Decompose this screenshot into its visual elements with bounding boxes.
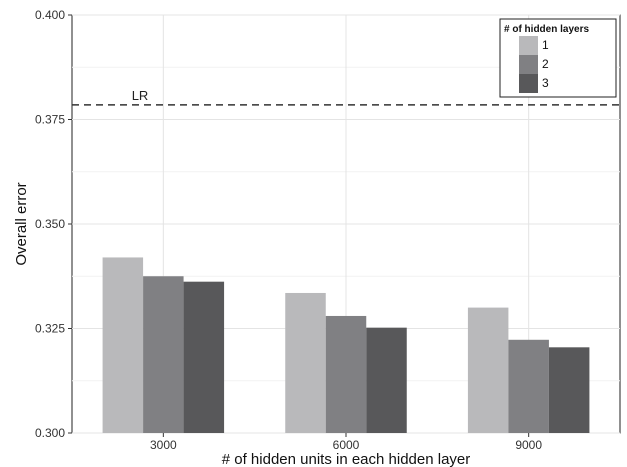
x-tick-label: 9000: [515, 438, 542, 452]
x-axis: 3000 6000 9000: [150, 433, 542, 452]
x-tick-label: 6000: [333, 438, 360, 452]
y-tick-label: 0.375: [35, 113, 65, 127]
legend-title: # of hidden layers: [504, 24, 589, 35]
x-tick-label: 3000: [150, 438, 177, 452]
x-axis-title: # of hidden units in each hidden layer: [222, 451, 471, 467]
legend-label-2: 2: [542, 57, 549, 71]
bar-9000-layers-1: [467, 307, 509, 433]
bar-3000-layers-3: [183, 281, 225, 433]
legend: # of hidden layers 1 2 3: [499, 18, 617, 98]
reference-line-group: LR: [72, 88, 620, 106]
y-tick-label: 0.350: [35, 217, 65, 231]
bar-9000-layers-2: [508, 339, 549, 433]
y-tick-label: 0.400: [35, 8, 65, 22]
bar-3000-layers-2: [143, 276, 184, 433]
legend-label-1: 1: [542, 38, 549, 52]
legend-swatch-3: [519, 74, 538, 93]
bar-9000-layers-3: [548, 347, 590, 433]
bar-6000-layers-3: [366, 327, 407, 433]
lr-reference-label: LR: [132, 88, 149, 103]
y-tick-label: 0.300: [35, 426, 65, 440]
y-axis: 0.300 0.325 0.350 0.375 0.400: [35, 8, 72, 440]
legend-label-3: 3: [542, 76, 549, 90]
legend-swatch-2: [519, 55, 538, 74]
bar-6000-layers-2: [325, 315, 367, 433]
legend-swatch-1: [519, 36, 538, 55]
y-tick-label: 0.325: [35, 322, 65, 336]
bar-3000-layers-1: [102, 257, 144, 433]
bar-6000-layers-1: [285, 292, 326, 433]
y-axis-title: Overall error: [13, 182, 30, 265]
bar-group: [102, 257, 590, 433]
